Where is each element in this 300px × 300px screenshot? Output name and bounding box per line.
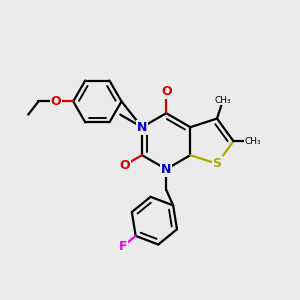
Text: S: S [212, 157, 221, 170]
Text: N: N [137, 121, 147, 134]
Text: O: O [161, 85, 172, 98]
Text: CH₃: CH₃ [214, 96, 231, 105]
Text: N: N [161, 163, 171, 176]
Text: O: O [51, 95, 62, 108]
Text: F: F [119, 240, 128, 253]
Text: O: O [119, 159, 130, 172]
Text: CH₃: CH₃ [244, 137, 261, 146]
